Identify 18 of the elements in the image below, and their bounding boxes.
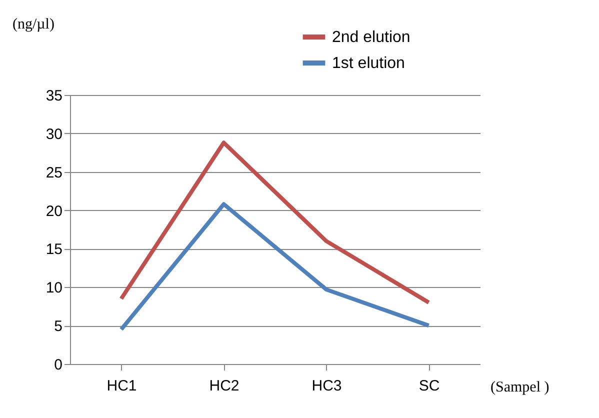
y-axis-title: (ng/µl) [12,16,54,32]
line-series [119,140,431,305]
x-tick-label: SC [418,378,440,394]
y-tick-label: 10 [46,280,62,297]
legend-label: 2nd elution [332,29,410,46]
y-tick-label: 35 [46,88,62,104]
y-tick-label: 20 [46,202,62,220]
x-axis-title: (Sampel ) [490,380,550,396]
legend-label: 1st elution [332,55,405,72]
x-tick-label: HC2 [209,378,240,394]
y-tick-label: 15 [46,241,62,258]
y-tick-label: 5 [54,318,62,336]
y-tick-label: 30 [46,126,62,143]
line-series [119,202,431,332]
x-tick-label: HC1 [106,378,137,394]
x-tick-label: HC3 [312,378,342,394]
y-tick-label: 0 [54,356,62,374]
y-tick-label: 25 [46,164,62,182]
